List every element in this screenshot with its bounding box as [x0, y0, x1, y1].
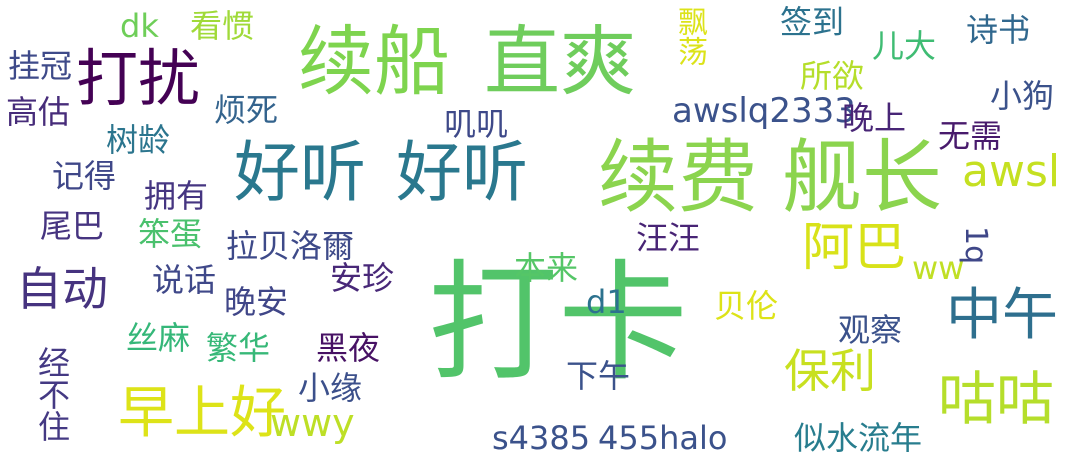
cloud-word: 挂冠	[8, 47, 73, 85]
cloud-word: 打扰	[76, 42, 201, 115]
cloud-word: awslq2333	[672, 91, 856, 131]
cloud-word: 拥有	[144, 177, 209, 215]
cloud-word: 儿大	[872, 27, 937, 65]
cloud-word: dk	[120, 7, 159, 45]
cloud-word: 说话	[152, 261, 217, 299]
cloud-word: 中午	[946, 283, 1058, 348]
cloud-word: 下午	[566, 357, 631, 395]
cloud-word: s4385	[492, 419, 591, 457]
cloud-word: 455halo	[598, 419, 728, 457]
cloud-word: 小缘	[298, 369, 363, 407]
cloud-word: 树龄	[106, 121, 171, 159]
cloud-word: 小狗	[990, 77, 1055, 115]
cloud-word: 本来	[514, 249, 579, 287]
cloud-word: 经不住	[33, 346, 71, 442]
cloud-word: 无需	[938, 117, 1003, 155]
cloud-word: 安珍	[330, 259, 395, 297]
cloud-word: awsl	[962, 146, 1061, 197]
cloud-word: 晚上	[842, 99, 907, 137]
cloud-word: 黑夜	[316, 329, 381, 367]
cloud-word: 咕咕	[938, 365, 1055, 433]
cloud-word: 阿巴	[802, 218, 907, 278]
cloud-word: 记得	[52, 157, 117, 195]
cloud-word: 签到	[780, 3, 845, 41]
cloud-word: 打卡	[428, 247, 689, 399]
cloud-word: 尾巴	[40, 207, 105, 245]
cloud-word: 诗书	[966, 11, 1031, 49]
cloud-word: 续船	[298, 17, 450, 106]
cloud-word: ww	[912, 249, 965, 287]
cloud-word: d1	[586, 283, 627, 321]
cloud-word: 笨蛋	[138, 215, 203, 253]
cloud-word: 繁华	[206, 329, 271, 367]
cloud-word: 续费	[598, 131, 758, 224]
cloud-word: 好听	[396, 134, 528, 211]
cloud-word: 看惯	[190, 7, 255, 45]
cloud-word: 丝麻	[126, 319, 191, 357]
cloud-word: 飘荡	[672, 6, 707, 66]
cloud-word: 直爽	[484, 17, 636, 106]
cloud-word: 好听	[234, 134, 366, 211]
cloud-word: wwy	[270, 401, 355, 445]
cloud-word: 高估	[6, 93, 71, 131]
cloud-word: 1q	[958, 226, 993, 265]
cloud-word: 叽叽	[444, 105, 509, 143]
cloud-word: 自动	[16, 262, 108, 316]
cloud-word: 早上好	[118, 381, 286, 446]
cloud-word: 汪汪	[636, 219, 701, 257]
cloud-word: 晚安	[224, 283, 289, 321]
cloud-word: 似水流年	[794, 419, 923, 457]
cloud-word: 烦死	[214, 91, 279, 129]
cloud-word: 拉贝洛爾	[226, 227, 355, 265]
cloud-word: 贝伦	[714, 287, 779, 325]
cloud-word: 保利	[784, 344, 876, 398]
cloud-word: 观察	[838, 311, 903, 349]
cloud-word: 所欲	[800, 57, 865, 95]
cloud-word: 舰长	[782, 131, 942, 224]
